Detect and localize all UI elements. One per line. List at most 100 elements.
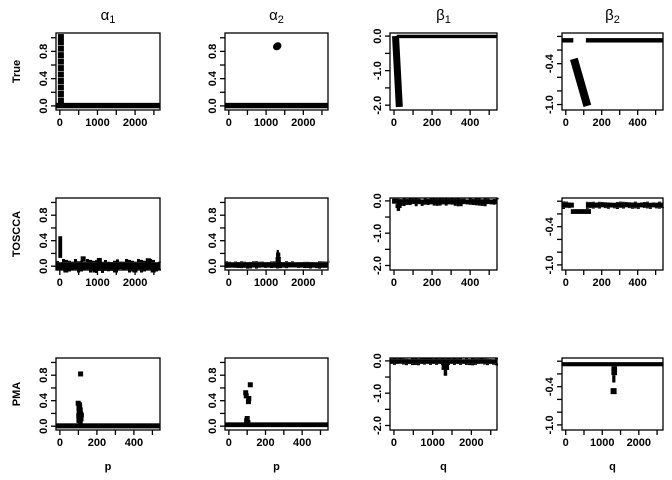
x-tick-label: 1000 [590,437,614,449]
data-band-noise [318,261,321,263]
x-tick-label: 0 [391,277,397,289]
data-point [392,198,398,204]
data-strip [570,57,592,108]
data-band-noise [648,207,652,209]
data-band-noise [423,363,426,365]
data-band-noise [645,201,649,203]
plot-frame [55,197,161,271]
data-band-noise [657,207,661,209]
data-marks [562,201,664,214]
data-band-noise [411,358,414,360]
plot-svg: 0 200 400 0.0 0.4 0.8 p [207,357,329,473]
y-tick-label: 0.4 [38,70,50,86]
data-marks [56,34,160,109]
plot-frame [224,197,329,271]
x-tick-label: 0 [226,277,232,289]
data-band-noise [309,267,312,269]
x-tick-label: 200 [593,117,611,129]
data-band-noise [585,207,589,209]
plot-svg: 0 1000 2000 0.0 -1.0 -2.0 q [372,353,498,473]
data-band [56,262,160,270]
data-band-noise [393,363,396,365]
y-tick-label: -0.4 [544,376,556,396]
x-tick-label: 200 [423,277,441,289]
data-marks [392,197,499,211]
plot-svg: 0 200 400 0.0 -1.0 -2.0 [372,193,499,289]
data-band-noise [565,201,568,203]
data-band-noise [477,358,480,360]
data-band-noise [396,358,399,360]
subplot-true-alpha1: 0 1000 2000 0.0 0.4 0.8 α1 True [0,0,168,160]
data-band-noise [633,207,637,209]
x-tick-label: 0 [226,117,232,129]
y-tick-label: -2.0 [372,96,384,115]
data-point [78,412,84,418]
data-band-noise [104,260,107,263]
y-tick-label: 0.4 [38,232,50,248]
data-band-noise [477,203,481,206]
data-band-noise [447,198,451,200]
data-point [145,258,151,264]
data-band-noise [137,259,140,263]
data-band-noise [585,201,589,203]
plot-title: β1 [436,7,451,26]
data-band-noise [627,202,631,203]
data-point [245,399,251,405]
data-band-noise [642,207,646,208]
plot-svg: 0 1000 2000 -0.4 -1.0 q [544,357,664,473]
x-tick-label: 200 [423,117,441,129]
x-axis-label: q [609,461,616,473]
subplot-pma-alpha2: 0 200 400 0.0 0.4 0.8 p [168,320,336,480]
data-band-noise [83,261,86,263]
data-band-noise [423,358,426,360]
data-marks [562,362,663,395]
data-band-noise [252,261,255,263]
plot-title: β2 [605,7,620,26]
data-band-noise [408,203,412,206]
data-band-noise [101,269,104,273]
data-band-noise [291,261,294,263]
data-band [396,208,401,211]
y-tick-label: 0.4 [207,232,219,248]
data-band [56,423,160,429]
data-band [276,249,279,253]
x-tick-label: 0 [57,117,63,129]
data-band-noise [405,203,409,205]
data-band-noise [471,198,475,200]
plot-svg: 0 1000 2000 0.0 0.4 0.8 α2 [207,7,329,129]
data-band-noise [438,203,442,206]
x-axis-label: p [273,461,280,473]
y-tick-label: 0.0 [38,419,50,434]
data-band-noise [588,201,592,203]
data-band-noise [600,201,604,203]
plot-svg: 0 1000 2000 0.0 0.4 0.8 [207,197,330,289]
data-band-noise [486,198,490,200]
data-band-noise [273,261,276,263]
data-marks [562,38,663,108]
data-point [57,39,64,46]
data-band-noise [621,207,625,209]
data-band-noise [654,207,658,209]
data-band [56,102,160,109]
x-tick-label: 400 [461,277,479,289]
data-point [77,418,83,424]
subplot-toscca-beta1: 0 200 400 0.0 -1.0 -2.0 [336,160,504,320]
y-tick-label: 0.4 [38,392,50,408]
y-tick-label: 0.0 [38,259,50,274]
data-band-noise [426,198,430,200]
data-band [225,102,328,109]
data-band-noise [240,261,243,263]
data-band-noise [402,358,405,360]
data-band-noise [441,198,445,200]
data-band-noise [483,197,487,200]
data-band-noise [603,207,607,209]
data-band-noise [399,358,402,360]
data-band [562,362,663,367]
data-band-noise [588,207,592,209]
y-tick-label: 0.0 [38,98,50,113]
data-band-noise [92,260,95,263]
data-band-noise [426,358,429,360]
data-band-noise [459,363,462,365]
data-point [57,52,64,59]
data-band [585,202,663,208]
